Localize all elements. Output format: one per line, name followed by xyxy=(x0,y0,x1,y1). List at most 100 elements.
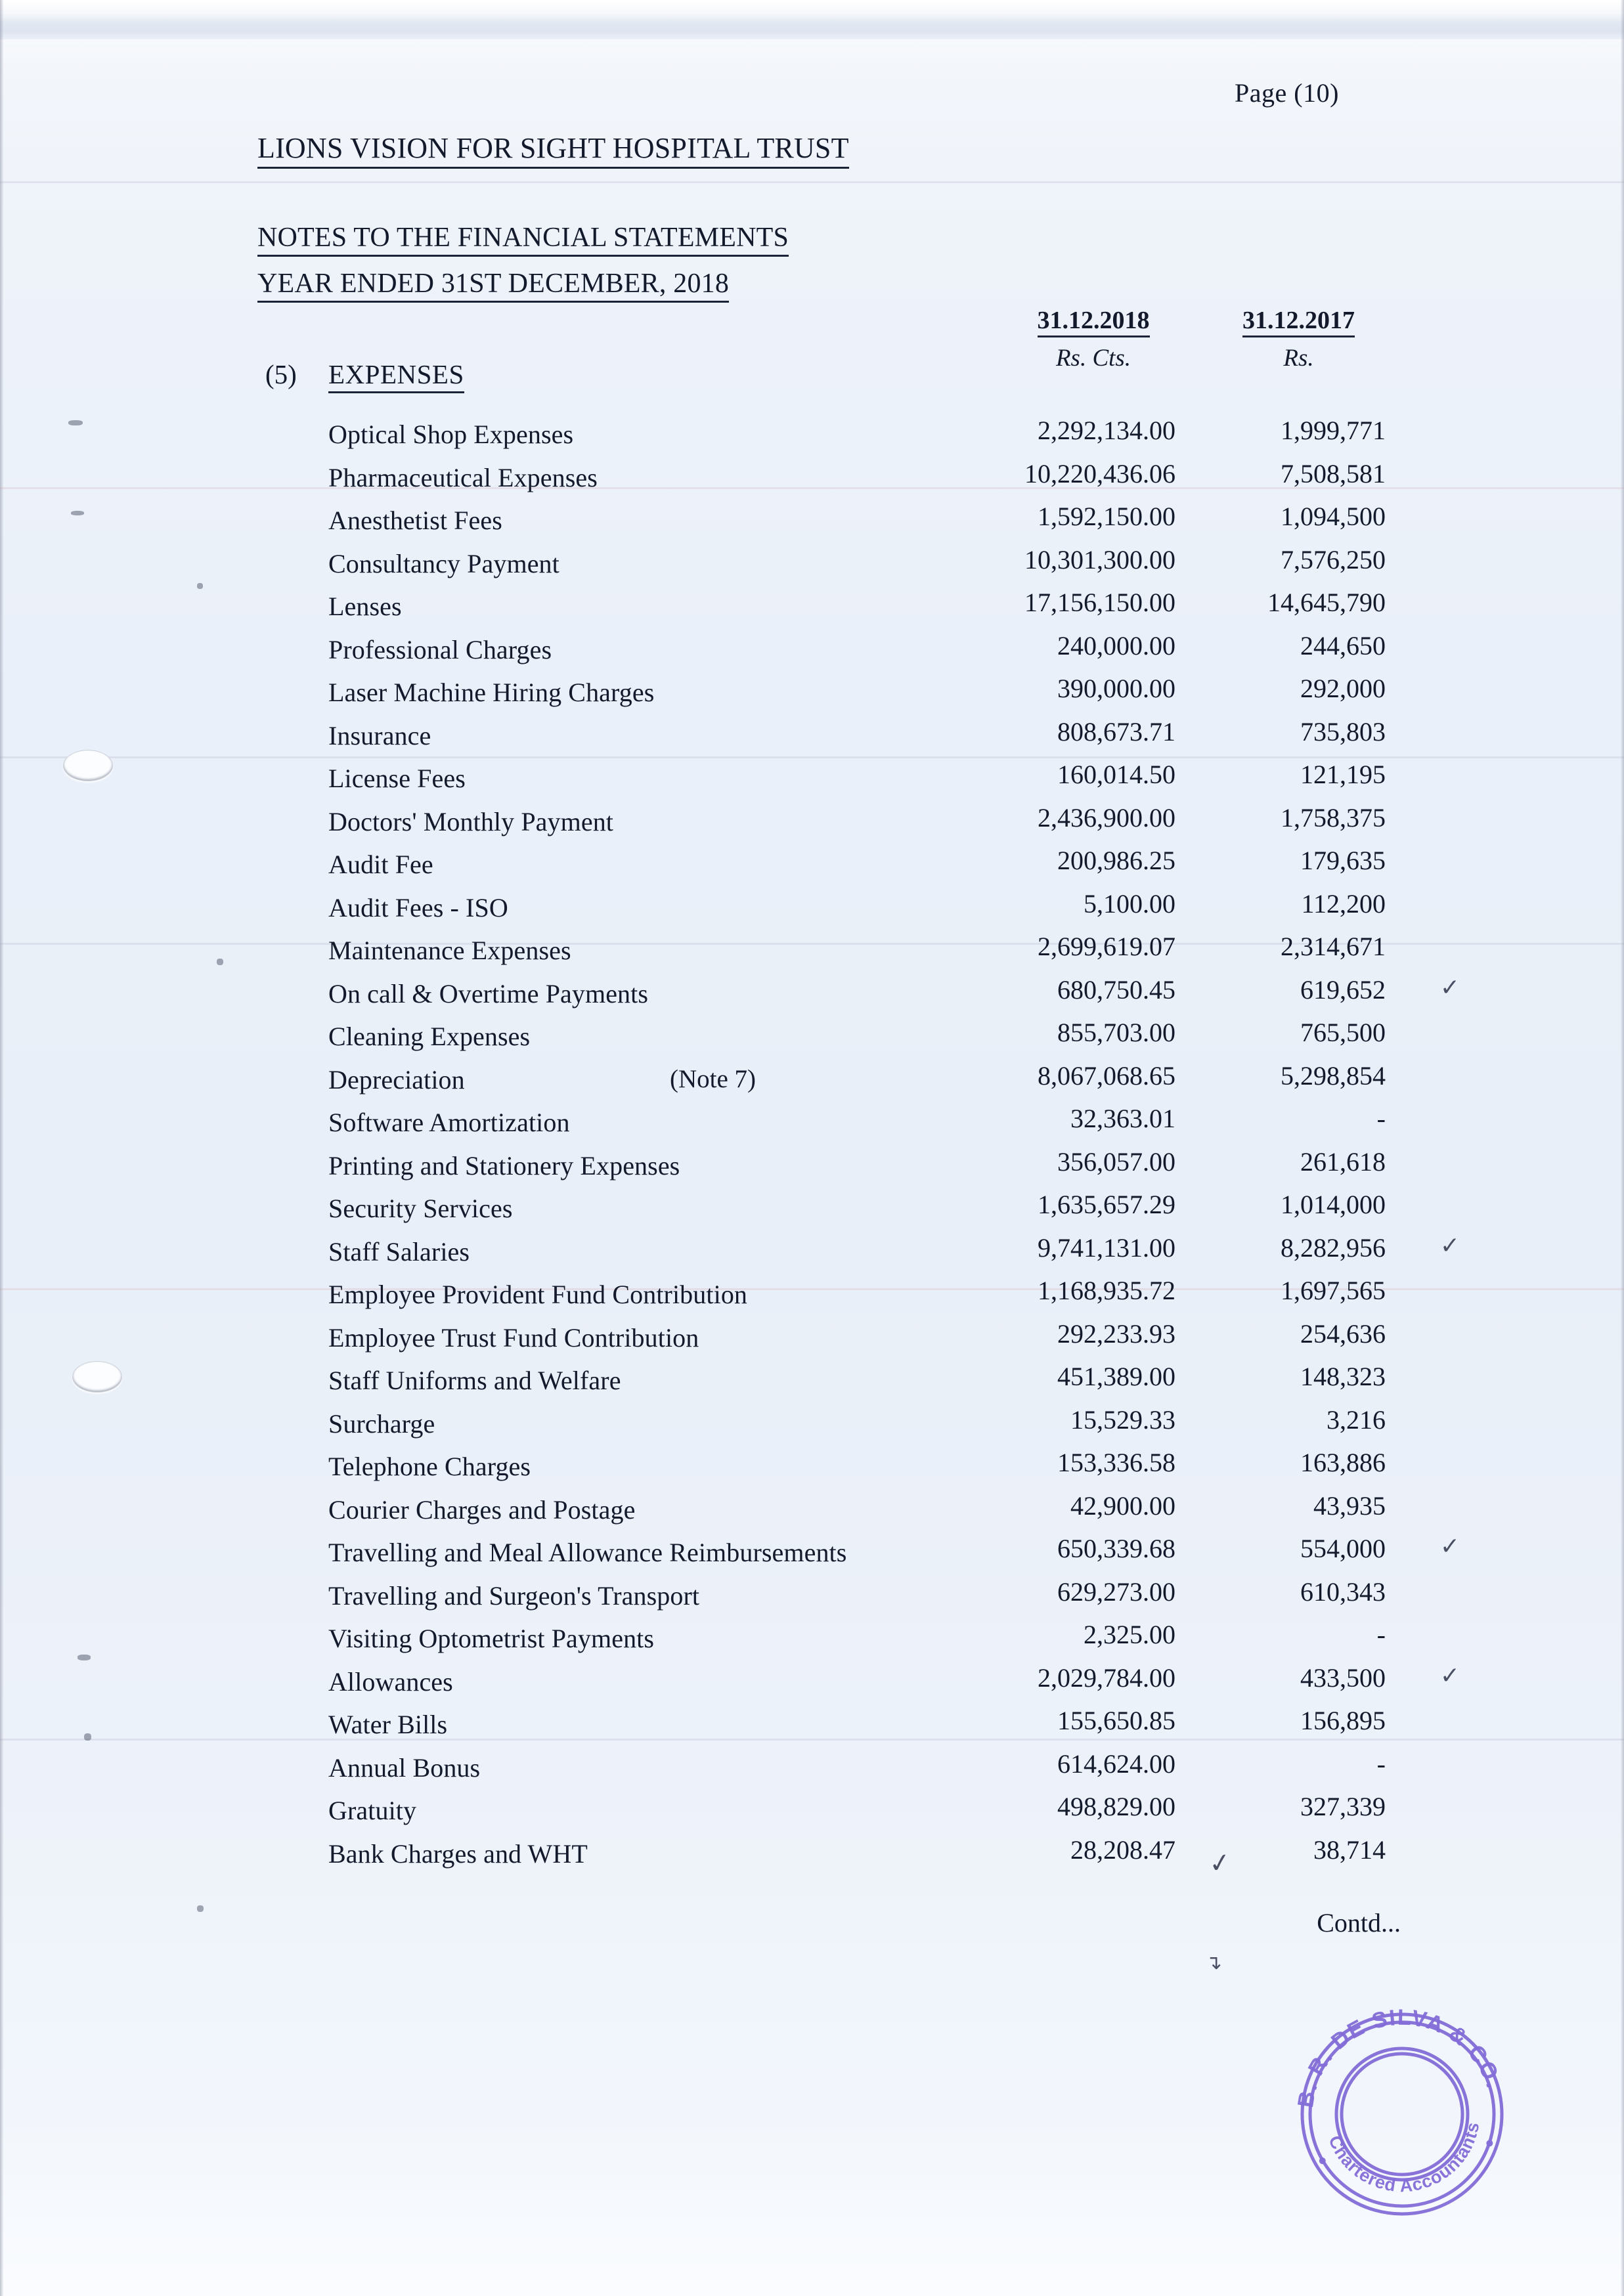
table-row: Travelling and Meal Allowance Reimbursem… xyxy=(0,1532,1624,1575)
amount-current-year: 650,339.68 xyxy=(1057,1534,1175,1563)
amount-previous-year: 261,618 xyxy=(1300,1146,1386,1177)
scan-shadow-band xyxy=(0,22,1624,39)
expense-label: Bank Charges and WHT xyxy=(328,1838,588,1869)
amount-current-year: 1,168,935.72 xyxy=(1038,1276,1175,1305)
amount-previous-year: 327,339 xyxy=(1300,1792,1386,1821)
expense-label: Laser Machine Hiring Charges xyxy=(328,678,655,707)
amount-current-year: 629,273.00 xyxy=(1057,1576,1175,1607)
amount-current-year: 1,635,657.29 xyxy=(1038,1190,1175,1219)
handwritten-check-icon: ✓ xyxy=(1439,1662,1460,1689)
amount-current-year: 32,363.01 xyxy=(1070,1104,1175,1133)
scan-top-band xyxy=(0,0,1624,22)
expense-label: Travelling and Surgeon's Transport xyxy=(328,1580,700,1611)
amount-current-year: 614,624.00 xyxy=(1057,1748,1175,1779)
table-row: Security Services 1,635,657.29 1,014,000 xyxy=(0,1188,1624,1231)
amount-previous-year: - xyxy=(1376,1104,1386,1133)
amount-previous-year: - xyxy=(1376,1620,1386,1649)
amount-current-year: 2,699,619.07 xyxy=(1038,932,1175,961)
expense-label: Visiting Optometrist Payments xyxy=(328,1624,655,1653)
amount-previous-year: 765,500 xyxy=(1300,1018,1386,1047)
scan-line xyxy=(0,181,1624,183)
table-row: Consultancy Payment 10,301,300.00 7,576,25… xyxy=(0,543,1624,586)
amount-current-year: 680,750.45 xyxy=(1057,974,1175,1005)
expense-label: Security Services xyxy=(328,1194,513,1223)
continuation-note: Contd... xyxy=(1317,1908,1401,1938)
table-row: Cleaning Expenses 855,703.00 765,500 xyxy=(0,1016,1624,1059)
expense-label: Consultancy Payment xyxy=(328,548,560,578)
amount-previous-year: 7,508,581 xyxy=(1281,458,1386,488)
expense-label: Software Amortization xyxy=(328,1108,570,1137)
table-row: Employee Provident Fund Contribution 1,16… xyxy=(0,1274,1624,1317)
amount-current-year: 160,014.50 xyxy=(1057,760,1175,789)
amount-previous-year: 112,200 xyxy=(1301,888,1386,919)
column-date-previous: 31.12.2017 xyxy=(1242,306,1355,337)
table-row: Bank Charges and WHT 28,208.47 38,714 xyxy=(0,1833,1624,1876)
amount-current-year: 2,029,784.00 xyxy=(1038,1662,1175,1693)
table-row: Visiting Optometrist Payments 2,325.00 - xyxy=(0,1618,1624,1661)
table-row: Allowances 2,029,784.00 433,500 ✓ xyxy=(0,1661,1624,1704)
expense-label: Depreciation xyxy=(328,1064,465,1094)
svg-text:B. R. DE SILVA & CO.: B. R. DE SILVA & CO. xyxy=(1284,1996,1507,2112)
table-row: Audit Fees - ISO 5,100.00 112,200 xyxy=(0,887,1624,930)
table-row: Gratuity 498,829.00 327,339 xyxy=(0,1790,1624,1833)
amount-previous-year: 433,500 xyxy=(1300,1662,1386,1693)
table-row: Doctors' Monthly Payment 2,436,900.00 1,75… xyxy=(0,801,1624,844)
table-row: Printing and Stationery Expenses 356,057.… xyxy=(0,1145,1624,1188)
handwritten-check-icon: ✓ xyxy=(1439,1232,1460,1259)
organisation-title: LIONS VISION FOR SIGHT HOSPITAL TRUST xyxy=(257,131,849,169)
table-row: Pharmaceutical Expenses 10,220,436.06 7,50… xyxy=(0,457,1624,500)
amount-previous-year: 1,094,500 xyxy=(1281,502,1386,531)
scan-speck xyxy=(197,1905,204,1912)
notes-heading: NOTES TO THE FINANCIAL STATEMENTS xyxy=(257,222,789,257)
expense-label: Water Bills xyxy=(328,1710,448,1739)
amount-previous-year: 43,935 xyxy=(1313,1490,1386,1521)
amount-previous-year: 7,576,250 xyxy=(1281,544,1386,574)
amount-current-year: 153,336.58 xyxy=(1057,1448,1175,1477)
table-row: Insurance 808,673.71 735,803 xyxy=(0,715,1624,758)
expense-label: On call & Overtime Payments xyxy=(328,978,649,1008)
expense-label: Employee Trust Fund Contribution xyxy=(328,1322,699,1353)
amount-current-year: 498,829.00 xyxy=(1057,1792,1175,1821)
handwritten-check-icon: ✓ xyxy=(1439,1533,1460,1560)
page-number: Page (10) xyxy=(1235,78,1339,108)
expense-label: Employee Provident Fund Contribution xyxy=(328,1280,748,1309)
amount-current-year: 10,220,436.06 xyxy=(1024,458,1175,488)
table-row: Anesthetist Fees 1,592,150.00 1,094,500 xyxy=(0,500,1624,543)
expense-label: Telephone Charges xyxy=(328,1452,531,1481)
table-row: Maintenance Expenses 2,699,619.07 2,314,67… xyxy=(0,930,1624,973)
table-row: Employee Trust Fund Contribution 292,233.… xyxy=(0,1317,1624,1360)
amount-current-year: 808,673.71 xyxy=(1057,716,1175,747)
expense-label: Anesthetist Fees xyxy=(328,506,502,535)
expense-label: Maintenance Expenses xyxy=(328,936,571,965)
table-row: Travelling and Surgeon's Transport 629,27… xyxy=(0,1575,1624,1618)
amount-previous-year: 156,895 xyxy=(1300,1706,1386,1735)
section-title: EXPENSES xyxy=(328,358,464,393)
column-date-current: 31.12.2018 xyxy=(1037,306,1150,337)
amount-previous-year: 14,645,790 xyxy=(1267,588,1386,617)
amount-previous-year: 1,697,565 xyxy=(1281,1276,1386,1305)
amount-previous-year: 244,650 xyxy=(1300,630,1386,661)
table-row: Staff Uniforms and Welfare 451,389.00 148,… xyxy=(0,1360,1624,1403)
expense-label: Surcharge xyxy=(328,1408,435,1439)
table-row: Telephone Charges 153,336.58 163,886 xyxy=(0,1446,1624,1489)
amount-previous-year: 179,635 xyxy=(1300,846,1386,875)
svg-text:Chartered Accountants: Chartered Accountants xyxy=(1324,2118,1489,2204)
expense-label: Printing and Stationery Expenses xyxy=(328,1150,680,1180)
amount-current-year: 2,325.00 xyxy=(1084,1620,1175,1649)
amount-current-year: 2,436,900.00 xyxy=(1038,802,1175,833)
handwritten-check-icon: ✓ xyxy=(1439,974,1460,1001)
amount-current-year: 10,301,300.00 xyxy=(1024,544,1175,574)
amount-previous-year: 735,803 xyxy=(1300,716,1386,747)
amount-current-year: 451,389.00 xyxy=(1057,1362,1175,1391)
expense-label: Audit Fee xyxy=(328,850,433,879)
amount-previous-year: 148,323 xyxy=(1300,1362,1386,1391)
section-number: (5) xyxy=(265,359,297,389)
expense-label: Gratuity xyxy=(328,1796,417,1825)
table-row: Courier Charges and Postage 42,900.00 43,9… xyxy=(0,1489,1624,1532)
amount-current-year: 200,986.25 xyxy=(1057,846,1175,875)
expense-label: Doctors' Monthly Payment xyxy=(328,806,614,836)
amount-current-year: 390,000.00 xyxy=(1057,674,1175,703)
amount-previous-year: 38,714 xyxy=(1313,1834,1386,1865)
amount-current-year: 155,650.85 xyxy=(1057,1706,1175,1735)
